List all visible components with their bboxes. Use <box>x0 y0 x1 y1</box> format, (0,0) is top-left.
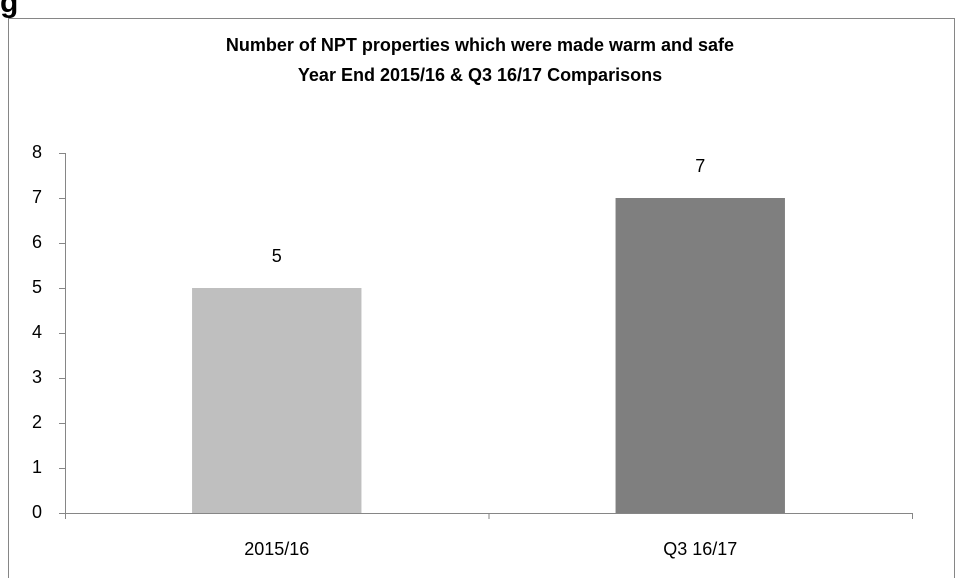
x-tick-label: Q3 16/17 <box>663 539 737 559</box>
y-tick-label: 6 <box>32 232 42 252</box>
x-tick-label: 2015/16 <box>244 539 309 559</box>
bar <box>192 288 362 513</box>
y-tick-label: 1 <box>32 457 42 477</box>
data-label: 7 <box>695 156 705 176</box>
heading-fragment: g <box>0 0 18 19</box>
chart-title: Number of NPT properties which were made… <box>226 35 734 55</box>
y-tick-label: 8 <box>32 142 42 162</box>
y-tick-label: 4 <box>32 322 42 342</box>
bar <box>615 198 785 513</box>
y-tick-label: 5 <box>32 277 42 297</box>
y-tick-label: 2 <box>32 412 42 432</box>
y-tick-label: 7 <box>32 187 42 207</box>
y-tick-label: 0 <box>32 502 42 522</box>
chart-subtitle: Year End 2015/16 & Q3 16/17 Comparisons <box>298 65 662 85</box>
data-label: 5 <box>272 246 282 266</box>
chart-border <box>8 18 955 578</box>
y-tick-label: 3 <box>32 367 42 387</box>
